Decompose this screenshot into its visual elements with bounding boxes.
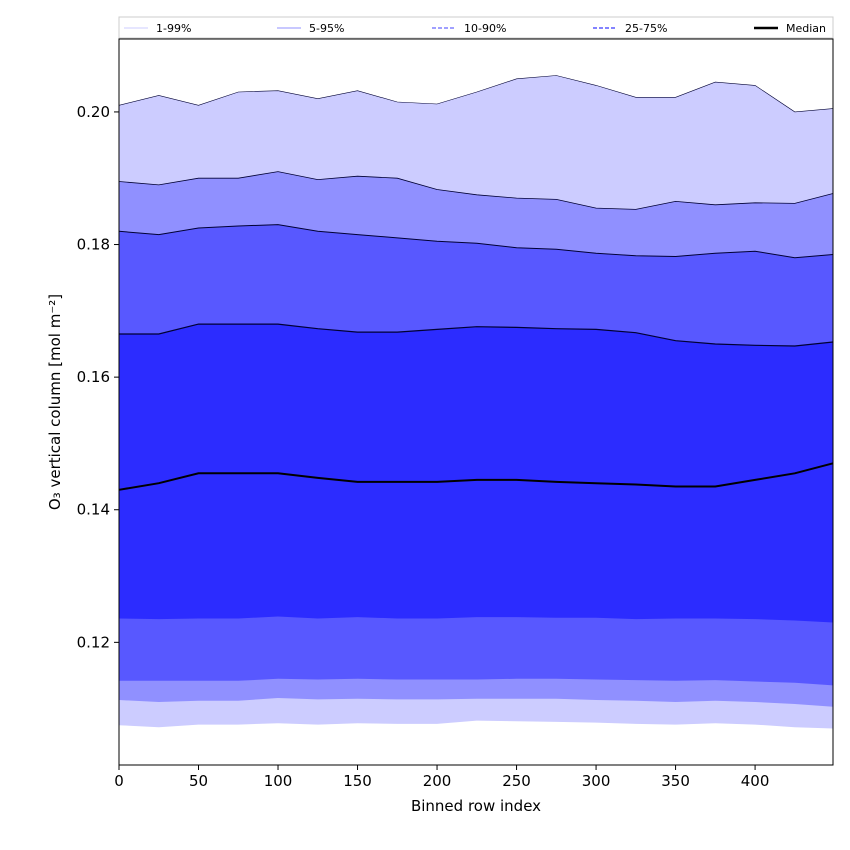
x-tick-label: 0 bbox=[114, 772, 124, 790]
y-tick-label: 0.12 bbox=[77, 633, 110, 651]
bands-layer bbox=[119, 75, 833, 729]
plot-frame bbox=[118, 38, 834, 766]
boundary-lines-layer bbox=[118, 75, 834, 491]
x-tick-label: 300 bbox=[582, 772, 611, 790]
legend-label: 10-90% bbox=[464, 22, 506, 35]
x-axis: 0 50 100 150 200 250 300 350 400 bbox=[114, 765, 769, 790]
legend: 1-99% 5-95% 10-90% 25-75% Median bbox=[118, 16, 834, 39]
x-axis-label: Binned row index bbox=[411, 797, 541, 815]
median-line bbox=[118, 462, 834, 491]
legend-frame bbox=[118, 16, 834, 39]
band-upper-edge-5-95pct bbox=[118, 171, 834, 210]
y-axis: 0.12 0.14 0.16 0.18 0.20 bbox=[77, 103, 119, 651]
x-tick-label: 250 bbox=[502, 772, 531, 790]
band-upper-edge-10-90pct bbox=[118, 224, 834, 259]
y-axis-label: O₃ vertical column [mol m⁻²] bbox=[46, 294, 64, 510]
legend-label: 5-95% bbox=[309, 22, 344, 35]
x-tick-label: 200 bbox=[423, 772, 452, 790]
legend-label: 1-99% bbox=[156, 22, 191, 35]
band-25-75pct bbox=[119, 324, 833, 623]
band-upper-edge-1-99pct bbox=[118, 75, 834, 113]
x-tick-label: 350 bbox=[661, 772, 690, 790]
legend-label: Median bbox=[786, 22, 826, 35]
x-tick-label: 150 bbox=[343, 772, 372, 790]
band-upper-edge-25-75pct bbox=[119, 323, 834, 347]
y-tick-label: 0.18 bbox=[77, 236, 110, 254]
legend-label: 25-75% bbox=[625, 22, 667, 35]
x-tick-label: 400 bbox=[741, 772, 770, 790]
y-tick-label: 0.16 bbox=[77, 368, 110, 386]
x-tick-label: 100 bbox=[264, 772, 293, 790]
x-tick-label: 50 bbox=[189, 772, 208, 790]
y-tick-label: 0.20 bbox=[77, 103, 110, 121]
y-tick-label: 0.14 bbox=[77, 501, 110, 519]
